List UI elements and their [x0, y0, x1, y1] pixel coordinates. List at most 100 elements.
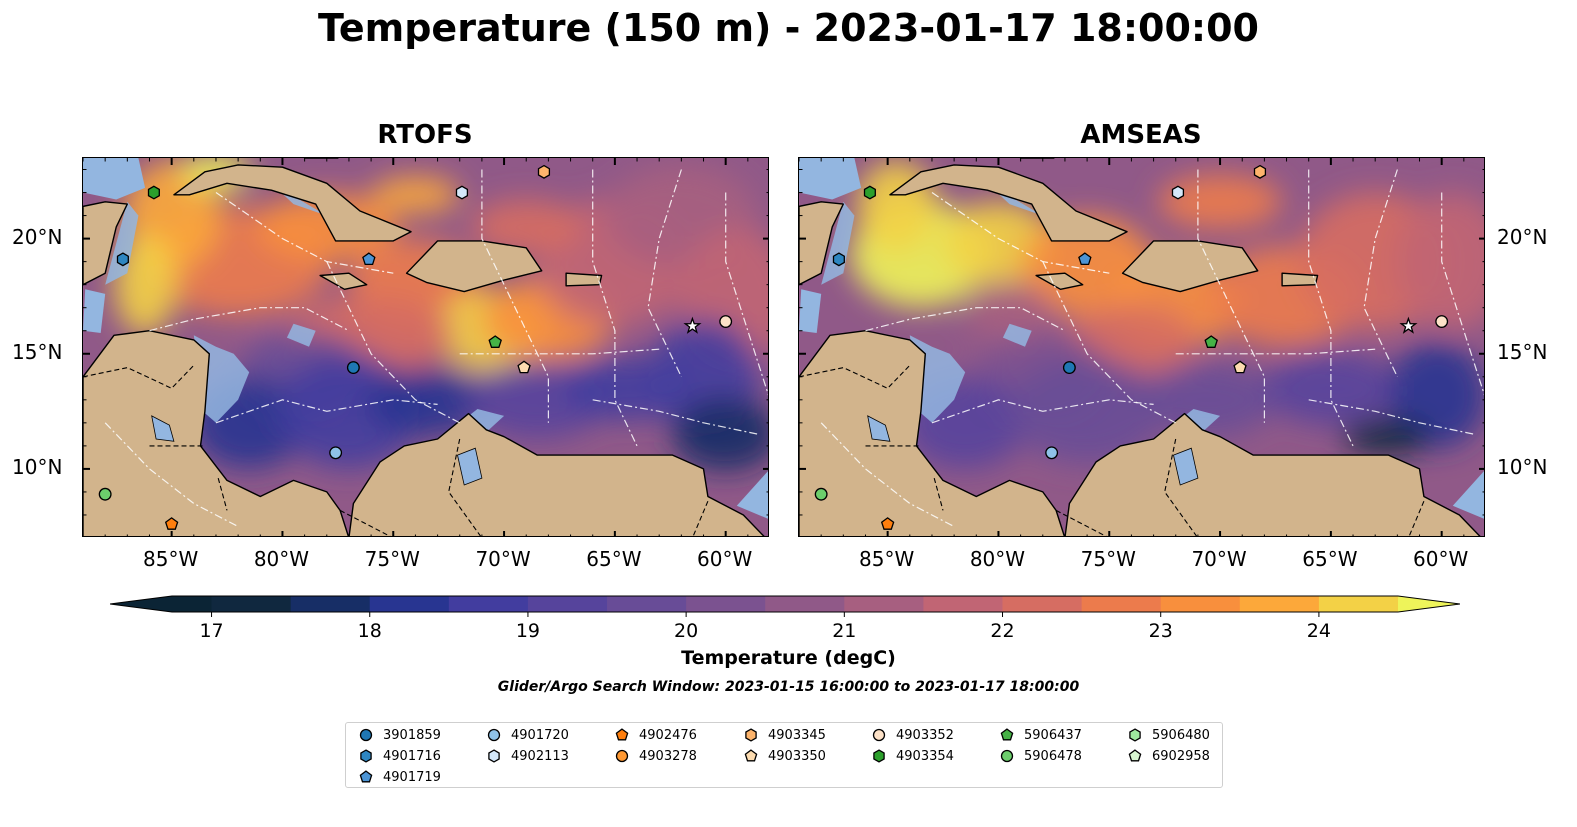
eez-boundary — [215, 399, 438, 424]
float-4902476-marker — [880, 517, 895, 530]
float-5906437-marker — [1204, 335, 1218, 348]
map-panel-rtofs[interactable] — [82, 157, 769, 537]
float-4903345-marker — [537, 164, 551, 179]
legend-label: 4903352 — [896, 727, 954, 743]
x-tick-label: 80°W — [253, 547, 310, 571]
land-hispaniola — [1121, 240, 1259, 293]
y-tick-label-right: 20°N — [1497, 224, 1548, 249]
circle-marker-icon — [872, 728, 886, 742]
gulf-honduras-shelf — [799, 289, 822, 333]
panel-title-amseas: AMSEAS — [1080, 120, 1202, 150]
frame-ticks — [799, 158, 1484, 536]
legend-entry-4901716: 4901716 — [358, 746, 441, 766]
colorbar-tick-label: 22 — [990, 620, 1014, 642]
float-3901859-marker — [346, 361, 360, 375]
legend-entry-4901719: 4901719 — [358, 767, 441, 787]
country-border — [933, 477, 944, 511]
land-hispaniola — [405, 240, 543, 293]
land-south-america — [348, 412, 765, 536]
legend-marker-5906478 — [1000, 749, 1014, 763]
colorbar-bin — [527, 596, 608, 612]
y-tick-label-left: 20°N — [12, 224, 63, 249]
legend-label: 4902113 — [511, 748, 569, 764]
float-4903352-marker — [1435, 315, 1449, 328]
guiana-shelf — [736, 471, 768, 519]
circle-marker-icon — [615, 749, 629, 763]
eez-boundary — [725, 192, 768, 396]
country-border — [448, 438, 482, 536]
lake-maracaibo — [1173, 447, 1199, 486]
eez-boundary — [215, 192, 394, 274]
legend-entry-4903278: 4903278 — [614, 746, 697, 766]
colorbar-tick-label: 18 — [358, 620, 382, 642]
colorbar-bin — [765, 596, 845, 612]
legend-entry-4903350: 4903350 — [743, 746, 826, 766]
country-border — [1164, 438, 1198, 536]
colorbar-bin — [1239, 596, 1320, 612]
eez-boundary — [1175, 348, 1376, 355]
shelf-region — [821, 201, 855, 285]
float-4903354-marker — [863, 185, 876, 200]
legend-marker-4903278 — [615, 749, 629, 763]
x-tick-label: 70°W — [475, 547, 531, 571]
x-tick-label: 70°W — [1191, 547, 1247, 571]
legend-label: 4901716 — [383, 748, 441, 764]
eez-boundary — [820, 422, 955, 528]
colorbar-canvas: 17 18 19 20 21 22 23 24 — [109, 595, 1461, 642]
glider-0-marker — [1399, 316, 1418, 334]
colorbar-bin — [172, 596, 213, 612]
float-4901720-marker — [329, 446, 343, 460]
y-tick-label-left: 15°N — [12, 339, 63, 364]
legend-marker-4903345 — [745, 728, 757, 742]
hexagon-marker-icon — [360, 749, 372, 763]
colorbar-tick-label: 19 — [516, 620, 540, 642]
legend-label: 6902958 — [1152, 748, 1210, 764]
float-4901716-marker — [832, 252, 845, 267]
shelf-region — [286, 323, 316, 347]
map-panel-amseas[interactable] — [798, 157, 1485, 537]
colorbar-over-extend — [1398, 596, 1460, 612]
eez-boundary — [481, 169, 549, 423]
legend-label: 4903350 — [768, 748, 826, 764]
eez-boundary — [931, 192, 1110, 274]
legend-entry-5906480: 5906480 — [1127, 725, 1210, 745]
eez-boundary — [1042, 261, 1176, 424]
float-4902113-marker — [455, 185, 469, 200]
float-legend: 3901859 4901716 4901719 4901720 4902113 49024… — [345, 722, 1223, 788]
lake-nicaragua — [867, 415, 891, 442]
eez-boundary — [149, 307, 350, 332]
eez-boundary — [647, 169, 682, 378]
pentagon-marker-icon — [744, 749, 758, 762]
colorbar-bin — [686, 596, 766, 612]
colorbar-bin — [607, 596, 687, 612]
lake-nicaragua — [151, 415, 175, 442]
colorbar-bin — [448, 596, 529, 612]
gulf-honduras-shelf — [83, 289, 106, 333]
legend-label: 4903345 — [768, 727, 826, 743]
hexagon-marker-icon — [1129, 728, 1141, 742]
eez-boundary — [459, 348, 660, 355]
country-border — [692, 500, 709, 536]
legend-marker-4903350 — [744, 749, 758, 762]
hexagon-marker-icon — [488, 749, 500, 763]
eez-boundary — [865, 307, 1066, 332]
eez-boundary — [1308, 399, 1476, 435]
eez-boundary — [104, 422, 239, 528]
land-yucatan — [83, 201, 128, 286]
hexagon-marker-icon — [873, 749, 885, 763]
float-4902476-marker — [164, 517, 179, 530]
eez-boundary — [326, 261, 460, 424]
float-3901859-marker — [1062, 361, 1076, 375]
legend-entry-4903352: 4903352 — [871, 725, 954, 745]
guiana-shelf — [1452, 471, 1484, 519]
shelf-region — [1002, 323, 1032, 347]
x-tick-label: 65°W — [586, 547, 642, 571]
float-4901719-marker — [362, 252, 376, 266]
circle-marker-icon — [487, 728, 501, 742]
legend-entry-3901859: 3901859 — [358, 725, 441, 745]
pentagon-marker-icon — [359, 770, 373, 783]
float-4902113-marker — [1171, 185, 1185, 200]
y-tick-label-left: 10°N — [12, 454, 63, 479]
colorbar-tick-label: 17 — [199, 620, 223, 642]
pentagon-marker-icon — [1128, 749, 1142, 762]
